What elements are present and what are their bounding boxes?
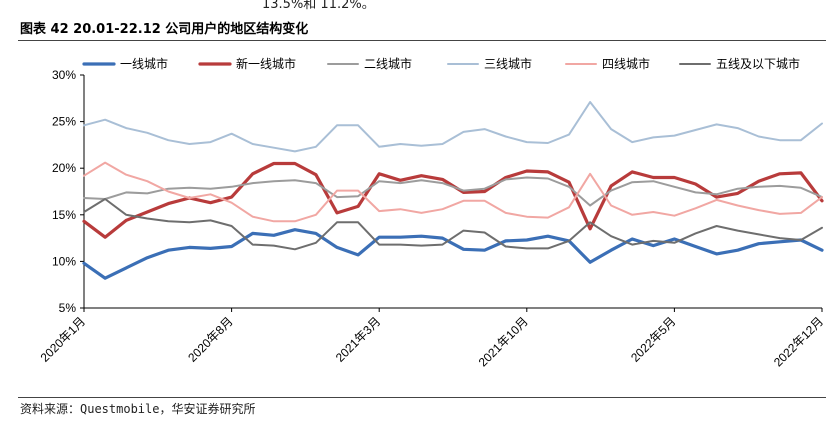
series-line (82, 228, 824, 280)
y-tick-label: 10% (52, 254, 76, 268)
x-tick-label: 2020年8月 (185, 314, 235, 364)
legend-label: 五线及以下城市 (716, 56, 800, 71)
source-note: 资料来源：Questmobile，华安证券研究所 (20, 402, 256, 416)
legend-label: 一线城市 (120, 56, 168, 71)
x-tick-label: 2020年1月 (38, 314, 88, 364)
series-line (83, 161, 823, 223)
figure-title: 图表 42 20.01-22.12 公司用户的地区结构变化 (20, 22, 309, 37)
series-line (83, 198, 823, 251)
x-tick-label: 2021年3月 (333, 314, 383, 364)
y-tick-label: 5% (59, 301, 77, 315)
y-tick-label: 25% (52, 115, 76, 129)
series-line (83, 101, 823, 153)
chart-series (82, 101, 824, 280)
source-divider (18, 397, 826, 398)
cut-off-text-line: 13.5%和 11.2%。 (262, 0, 375, 12)
y-tick-label: 20% (52, 161, 76, 175)
legend-label: 四线城市 (602, 56, 650, 71)
series-line (82, 161, 824, 239)
y-tick-label: 15% (52, 208, 76, 222)
x-tick-label: 2021年10月 (476, 314, 531, 369)
series-line (83, 176, 823, 207)
legend-label: 新一线城市 (236, 56, 296, 71)
legend-label: 二线城市 (364, 56, 412, 71)
legend-label: 三线城市 (484, 56, 532, 71)
chart-legend: 一线城市 新一线城市 二线城市 三线城市 四线城市 五线及以下城市 (82, 56, 800, 71)
x-tick-label: 2022年12月 (771, 314, 826, 369)
y-tick-label: 30% (52, 68, 76, 82)
title-divider (18, 40, 826, 41)
x-tick-label: 2022年5月 (628, 314, 678, 364)
